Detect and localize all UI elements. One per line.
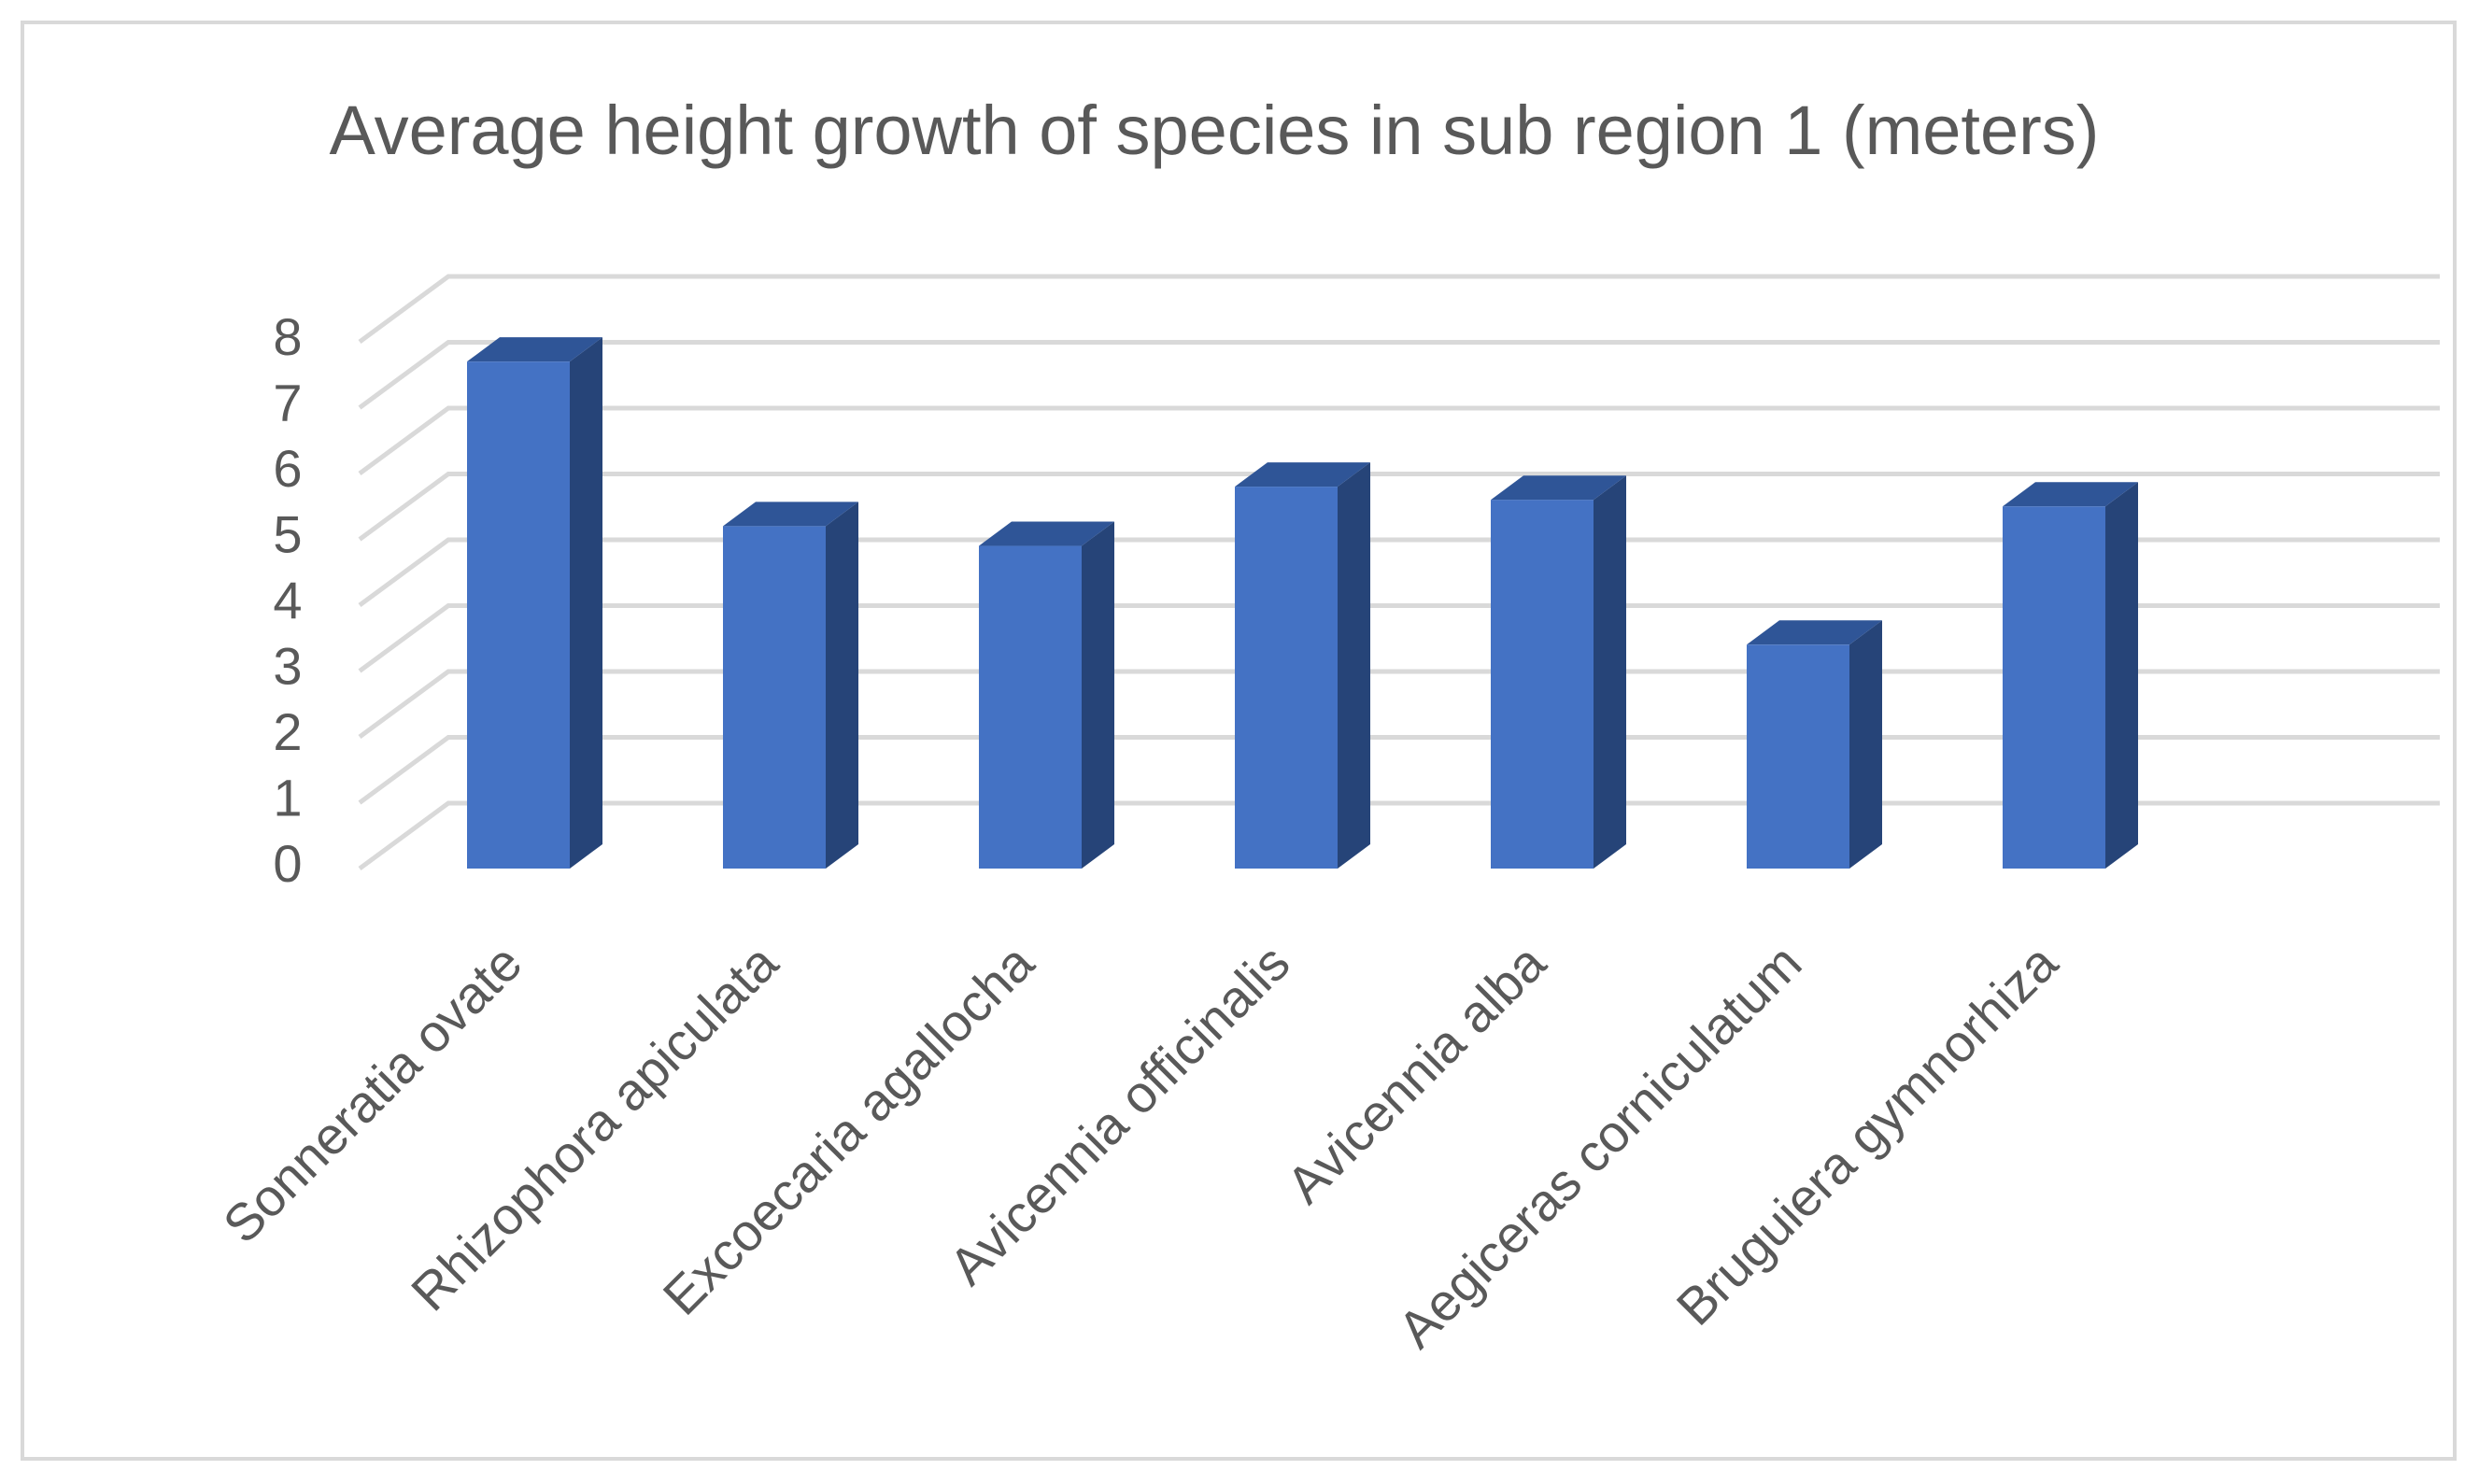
bar-side: [1849, 620, 1882, 869]
bar-top: [1491, 475, 1626, 501]
bar: [979, 521, 1114, 869]
bar: [467, 337, 602, 869]
bar-top: [467, 337, 602, 362]
x-category-label: Avicennia alba: [1275, 932, 1557, 1214]
bar-side: [570, 337, 602, 869]
gridline: [358, 340, 2440, 410]
bar-top: [1747, 620, 1882, 645]
bar: [1747, 620, 1882, 869]
y-tick-label: 6: [273, 439, 302, 498]
gridline: [358, 405, 2440, 476]
y-tick-label: 8: [273, 307, 302, 366]
gridline: [358, 274, 2440, 345]
bar: [1491, 475, 1626, 869]
bar-front: [1235, 487, 1338, 869]
gridline: [358, 537, 2440, 608]
bar-top: [1235, 462, 1370, 488]
bar-top: [2003, 482, 2138, 507]
bar-side: [1594, 475, 1626, 869]
bar-side: [1338, 462, 1370, 869]
bar-front: [979, 545, 1082, 869]
bar-top: [723, 502, 858, 527]
y-tick-label: 4: [273, 571, 302, 629]
gridline: [358, 603, 2440, 673]
y-tick-label: 1: [273, 769, 302, 827]
bar-front: [2003, 506, 2105, 869]
bar-side: [2105, 482, 2138, 869]
y-tick-label: 3: [273, 637, 302, 696]
chart-title: Average height growth of species in sub …: [330, 92, 2100, 169]
gridline: [358, 472, 2440, 542]
bar-front: [467, 361, 570, 869]
y-tick-label: 0: [273, 834, 302, 893]
bar-front: [1747, 644, 1849, 869]
y-tick-label: 5: [273, 505, 302, 564]
bars: [467, 337, 2138, 869]
bar-front: [723, 526, 826, 869]
bar-top: [979, 521, 1114, 546]
y-tick-label: 7: [273, 374, 302, 432]
bar: [1235, 462, 1370, 869]
bar-side: [1082, 521, 1114, 869]
bar-side: [826, 502, 858, 869]
y-axis-ticks: 0 1 2 3 4 5 6 7 8: [273, 307, 302, 893]
bar: [723, 502, 858, 869]
y-tick-label: 2: [273, 702, 302, 761]
bar-front: [1491, 500, 1594, 869]
bar: [2003, 482, 2138, 869]
